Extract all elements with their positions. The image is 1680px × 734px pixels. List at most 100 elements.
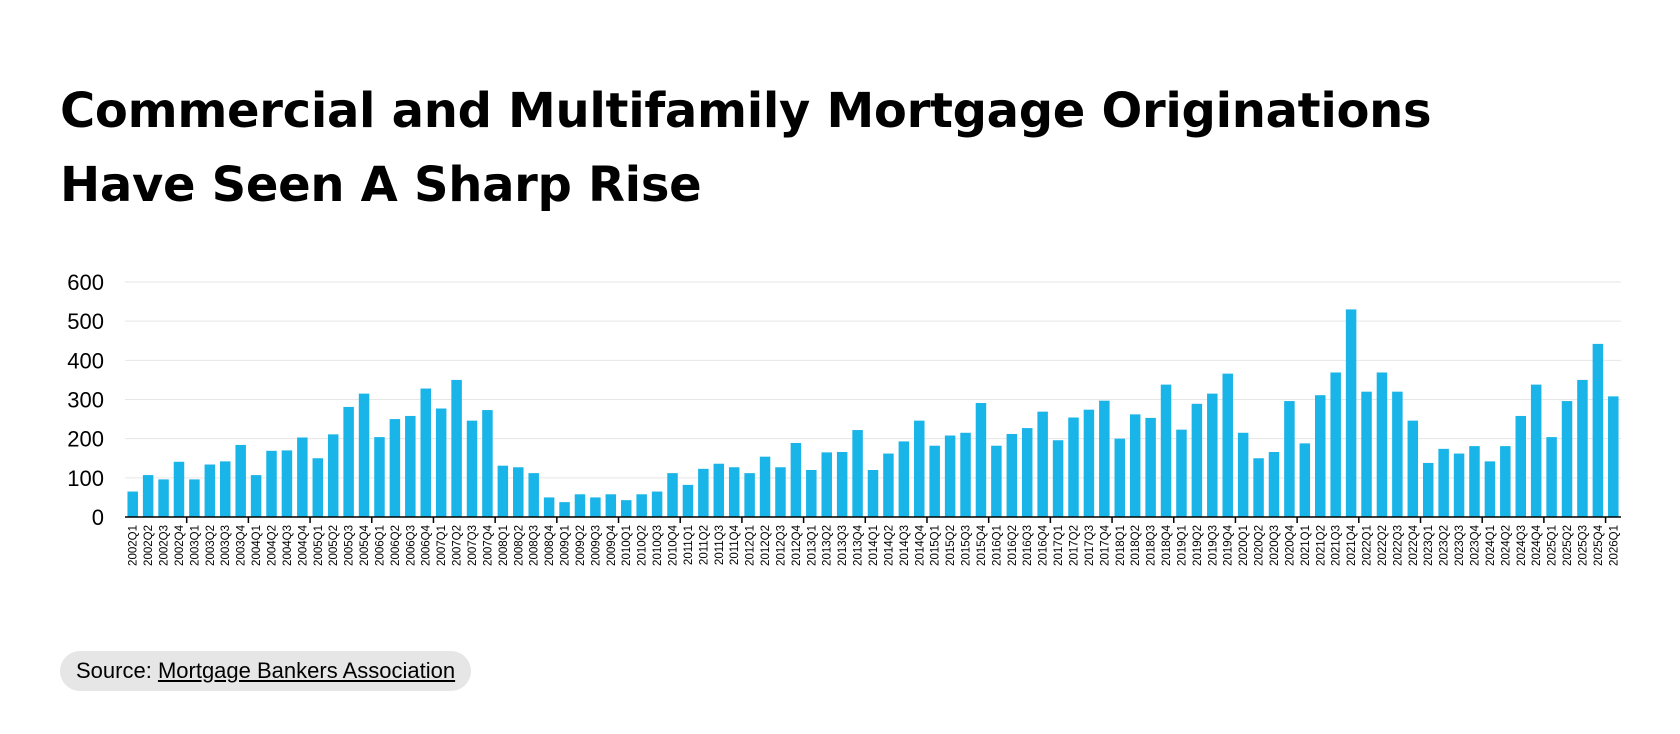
bar-2020Q3 xyxy=(1268,451,1280,517)
x-tick-label: 2017Q2 xyxy=(1068,525,1080,566)
x-tick-label: 2017Q4 xyxy=(1099,524,1111,566)
x-tick-label: 2008Q3 xyxy=(529,525,541,566)
x-tick-label: 2016Q3 xyxy=(1022,525,1034,566)
x-tick-label: 2002Q1 xyxy=(128,525,140,566)
x-tick-label: 2017Q1 xyxy=(1053,525,1065,566)
y-tick-label: 500 xyxy=(67,309,104,334)
x-tick-label: 2009Q1 xyxy=(560,525,572,566)
bar-2014Q2 xyxy=(883,453,894,517)
bar-2023Q1 xyxy=(1422,462,1434,517)
x-tick-label: 2023Q2 xyxy=(1439,525,1451,566)
x-tick-label: 2003Q4 xyxy=(236,524,248,566)
bar-2012Q4 xyxy=(790,442,802,517)
x-tick-label: 2025Q2 xyxy=(1562,525,1574,566)
x-tick-label: 2003Q2 xyxy=(205,525,217,566)
x-tick-label: 2004Q2 xyxy=(267,525,279,566)
bar-2009Q3 xyxy=(590,497,601,517)
bar-2009Q4 xyxy=(605,494,617,517)
x-tick-label: 2008Q2 xyxy=(513,525,525,566)
bar-2020Q1 xyxy=(1237,432,1249,517)
bar-2013Q1 xyxy=(806,470,817,517)
x-tick-label: 2011Q2 xyxy=(698,525,710,565)
bar-2011Q3 xyxy=(713,463,725,517)
bar-2010Q2 xyxy=(636,494,647,517)
x-tick-label: 2007Q4 xyxy=(482,524,494,566)
bar-2024Q3 xyxy=(1515,415,1526,517)
x-tick-label: 2012Q3 xyxy=(775,525,787,566)
x-tick-label: 2014Q4 xyxy=(914,524,926,566)
bar-2015Q1 xyxy=(929,445,940,517)
x-tick-label: 2017Q3 xyxy=(1084,525,1096,566)
x-tick-label: 2003Q1 xyxy=(189,525,201,566)
x-tick-label: 2015Q1 xyxy=(930,525,942,566)
bar-2019Q3 xyxy=(1207,393,1218,517)
bar-2017Q2 xyxy=(1068,417,1079,517)
y-tick-label: 300 xyxy=(67,388,104,413)
x-tick-label: 2019Q4 xyxy=(1223,524,1235,566)
x-tick-label: 2013Q1 xyxy=(806,525,818,566)
bar-2010Q4 xyxy=(667,473,678,517)
source-link[interactable]: Mortgage Bankers Association xyxy=(157,658,456,683)
x-tick-label: 2012Q4 xyxy=(791,524,803,566)
x-tick-label: 2010Q1 xyxy=(621,525,633,566)
x-tick-label: 2014Q2 xyxy=(883,525,895,566)
bar-2006Q2 xyxy=(389,419,401,517)
bar-2021Q4 xyxy=(1345,309,1357,517)
bar-2019Q2 xyxy=(1191,403,1203,517)
bar-2017Q1 xyxy=(1052,440,1064,517)
x-tick-label: 2022Q1 xyxy=(1362,525,1374,566)
bar-2016Q1 xyxy=(991,445,1002,517)
x-tick-label: 2020Q3 xyxy=(1269,525,1281,566)
bar-2014Q3 xyxy=(898,441,910,517)
bar-2026Q1 xyxy=(1608,396,1619,517)
x-tick-label: 2010Q4 xyxy=(668,524,680,566)
x-tick-label: 2024Q1 xyxy=(1485,525,1497,566)
bar-2013Q3 xyxy=(836,451,848,517)
x-tick-label: 2024Q3 xyxy=(1516,525,1528,566)
bar-2003Q3 xyxy=(220,461,231,517)
bar-2006Q3 xyxy=(405,415,416,517)
bar-2015Q4 xyxy=(975,403,987,517)
x-tick-label: 2005Q3 xyxy=(344,525,356,566)
x-tick-label: 2007Q3 xyxy=(467,525,479,566)
bar-2025Q4 xyxy=(1592,343,1604,517)
x-tick-label: 2009Q3 xyxy=(590,525,602,566)
x-axis xyxy=(125,516,1621,523)
x-tick-label: 2005Q2 xyxy=(328,525,340,566)
bar-2015Q3 xyxy=(960,432,971,517)
bar-2024Q1 xyxy=(1484,461,1496,517)
bar-2008Q4 xyxy=(543,497,555,517)
x-tick-label: 2021Q1 xyxy=(1300,525,1312,566)
bar-2009Q2 xyxy=(574,494,586,517)
bar-2025Q3 xyxy=(1577,379,1588,517)
x-tick-label: 2019Q3 xyxy=(1207,525,1219,566)
bar-2022Q1 xyxy=(1361,391,1372,517)
chart-title-line-1: Commercial and Multifamily Mortgage Orig… xyxy=(60,83,1432,139)
x-tick-label: 2019Q1 xyxy=(1176,525,1188,566)
x-tick-label: 2010Q2 xyxy=(637,525,649,566)
bar-2016Q3 xyxy=(1021,428,1033,517)
bar-2025Q2 xyxy=(1561,401,1573,517)
x-tick-label: 2023Q3 xyxy=(1454,525,1466,566)
bar-2002Q2 xyxy=(142,475,154,517)
x-tick-label: 2020Q2 xyxy=(1254,525,1266,566)
bar-2018Q1 xyxy=(1114,438,1126,517)
x-tick-label: 2006Q3 xyxy=(405,525,417,566)
x-tick-label: 2008Q1 xyxy=(498,525,510,566)
bar-2003Q4 xyxy=(235,444,246,517)
bar-2005Q2 xyxy=(327,434,339,517)
bar-2010Q1 xyxy=(620,500,632,517)
bar-2018Q4 xyxy=(1160,384,1172,517)
x-tick-label: 2010Q3 xyxy=(652,525,664,566)
x-tick-label: 2011Q3 xyxy=(714,525,726,565)
bar-2006Q4 xyxy=(420,388,431,517)
bar-2020Q2 xyxy=(1253,458,1264,517)
y-tick-label: 100 xyxy=(67,466,104,491)
x-tick-label: 2020Q4 xyxy=(1284,524,1296,566)
source-badge: Source: Mortgage Bankers Association xyxy=(60,651,472,691)
bar-2022Q4 xyxy=(1407,420,1419,517)
x-tick-label: 2026Q1 xyxy=(1608,525,1620,566)
x-tick-label: 2006Q2 xyxy=(390,525,402,566)
x-tick-label: 2021Q3 xyxy=(1331,525,1343,566)
